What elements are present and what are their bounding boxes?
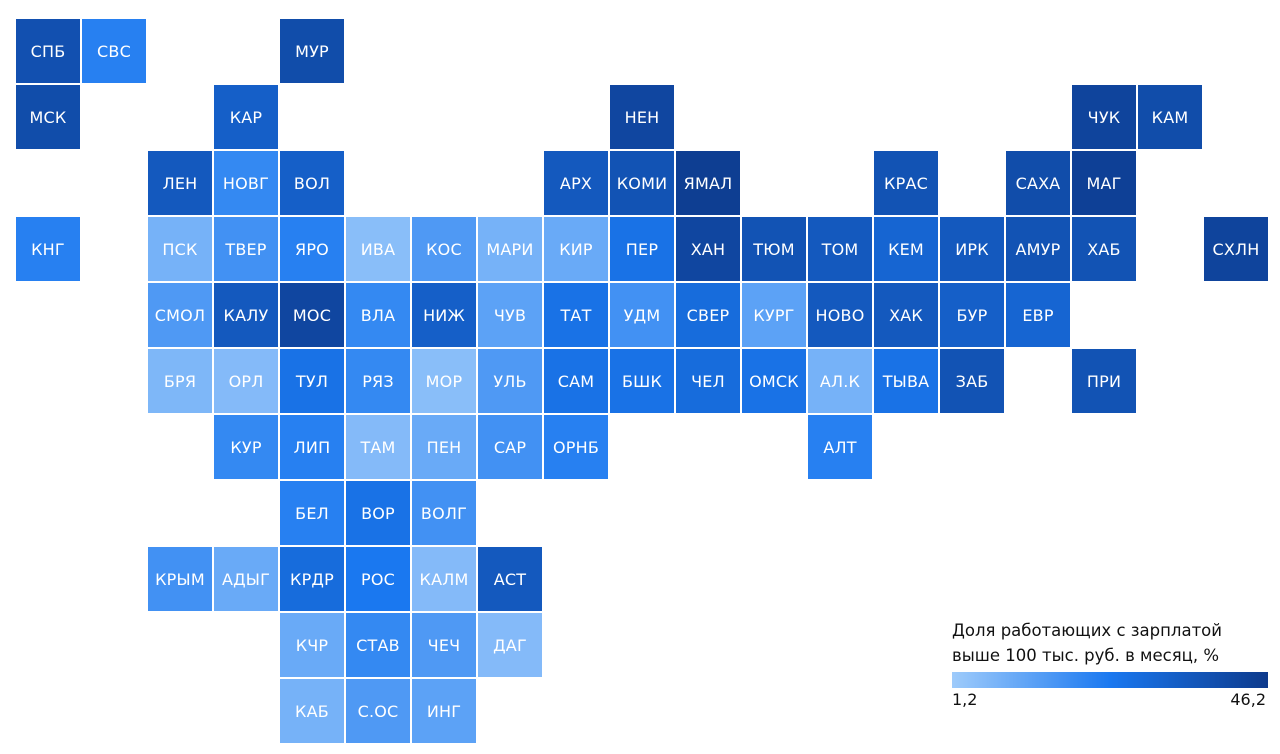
- region-tile: НОВО: [808, 283, 872, 347]
- region-tile: КОМИ: [610, 151, 674, 215]
- region-tile: САР: [478, 415, 542, 479]
- region-tile: КРЫМ: [148, 547, 212, 611]
- region-tile: КУР: [214, 415, 278, 479]
- region-tile: КУРГ: [742, 283, 806, 347]
- region-tile: БШК: [610, 349, 674, 413]
- region-tile: ТЮМ: [742, 217, 806, 281]
- region-tile: АСТ: [478, 547, 542, 611]
- region-tile: ТУЛ: [280, 349, 344, 413]
- region-tile: ВОЛГ: [412, 481, 476, 545]
- legend: Доля работающих с зарплатой выше 100 тыс…: [952, 618, 1268, 712]
- region-tile: ЛЕН: [148, 151, 212, 215]
- region-tile: МАРИ: [478, 217, 542, 281]
- region-tile: НОВГ: [214, 151, 278, 215]
- region-tile: ИВА: [346, 217, 410, 281]
- region-tile: САМ: [544, 349, 608, 413]
- region-tile: КАЛМ: [412, 547, 476, 611]
- region-tile: СМОЛ: [148, 283, 212, 347]
- region-tile: ТАМ: [346, 415, 410, 479]
- legend-max-label: 46,2: [1230, 690, 1266, 709]
- region-tile: РЯЗ: [346, 349, 410, 413]
- region-tile: БЕЛ: [280, 481, 344, 545]
- region-tile: САХА: [1006, 151, 1070, 215]
- region-tile: ТЫВА: [874, 349, 938, 413]
- region-tile: КРАС: [874, 151, 938, 215]
- region-tile: КЧР: [280, 613, 344, 677]
- legend-min-label: 1,2: [952, 690, 978, 709]
- region-tile: АДЫГ: [214, 547, 278, 611]
- region-tile: СТАВ: [346, 613, 410, 677]
- region-tile: С.ОС: [346, 679, 410, 743]
- region-tile: МУР: [280, 19, 344, 83]
- region-tile: ЕВР: [1006, 283, 1070, 347]
- region-tile: ЛИП: [280, 415, 344, 479]
- region-tile: ЧУВ: [478, 283, 542, 347]
- region-tile: БРЯ: [148, 349, 212, 413]
- region-tile: ЧУК: [1072, 85, 1136, 149]
- region-tile: МОР: [412, 349, 476, 413]
- legend-title: Доля работающих с зарплатой выше 100 тыс…: [952, 621, 1222, 665]
- region-tile: ВЛА: [346, 283, 410, 347]
- region-tile: КЕМ: [874, 217, 938, 281]
- region-tile: ВОР: [346, 481, 410, 545]
- region-tile: ОМСК: [742, 349, 806, 413]
- region-tile: ДАГ: [478, 613, 542, 677]
- region-tile: КИР: [544, 217, 608, 281]
- region-tile: ПЕН: [412, 415, 476, 479]
- region-tile: СВС: [82, 19, 146, 83]
- region-tile: ПСК: [148, 217, 212, 281]
- region-tile: КАМ: [1138, 85, 1202, 149]
- region-tile: ИНГ: [412, 679, 476, 743]
- region-tile: ХАН: [676, 217, 740, 281]
- legend-ticks: 1,2 46,2: [952, 690, 1268, 712]
- region-tile: ВОЛ: [280, 151, 344, 215]
- region-tile: АЛ.К: [808, 349, 872, 413]
- region-tile: СХЛН: [1204, 217, 1268, 281]
- region-tile: КОС: [412, 217, 476, 281]
- region-tile: АЛТ: [808, 415, 872, 479]
- region-tile: ХАБ: [1072, 217, 1136, 281]
- region-tile: КНГ: [16, 217, 80, 281]
- region-tile: УДМ: [610, 283, 674, 347]
- region-tile: ОРЛ: [214, 349, 278, 413]
- region-tile: МСК: [16, 85, 80, 149]
- region-tile: МАГ: [1072, 151, 1136, 215]
- region-tile: ЧЕЧ: [412, 613, 476, 677]
- region-tile: КАР: [214, 85, 278, 149]
- region-tile: НЕН: [610, 85, 674, 149]
- region-tile: МОС: [280, 283, 344, 347]
- region-tile: НИЖ: [412, 283, 476, 347]
- region-tile: ПЕР: [610, 217, 674, 281]
- region-tile: КАБ: [280, 679, 344, 743]
- legend-color-bar: [952, 672, 1268, 688]
- region-tile: КРДР: [280, 547, 344, 611]
- region-tile: ТАТ: [544, 283, 608, 347]
- region-tile: КАЛУ: [214, 283, 278, 347]
- region-tile: РОС: [346, 547, 410, 611]
- region-tile: ЗАБ: [940, 349, 1004, 413]
- region-tile: АРХ: [544, 151, 608, 215]
- region-tile: ЧЕЛ: [676, 349, 740, 413]
- region-tile: УЛЬ: [478, 349, 542, 413]
- region-tile: ОРНБ: [544, 415, 608, 479]
- region-tile: ХАК: [874, 283, 938, 347]
- region-tile: ТВЕР: [214, 217, 278, 281]
- region-tile: ПРИ: [1072, 349, 1136, 413]
- region-tile: ИРК: [940, 217, 1004, 281]
- region-tile: СПБ: [16, 19, 80, 83]
- region-tile: ЯМАЛ: [676, 151, 740, 215]
- region-tile: ЯРО: [280, 217, 344, 281]
- region-tile: ТОМ: [808, 217, 872, 281]
- region-tile: БУР: [940, 283, 1004, 347]
- region-tile: СВЕР: [676, 283, 740, 347]
- region-tile: АМУР: [1006, 217, 1070, 281]
